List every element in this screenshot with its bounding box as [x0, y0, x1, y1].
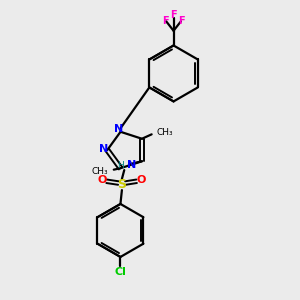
Text: N: N: [114, 124, 124, 134]
Text: CH₃: CH₃: [92, 167, 109, 176]
Text: S: S: [117, 178, 126, 191]
Text: O: O: [137, 175, 146, 185]
Text: F: F: [162, 16, 169, 26]
Text: F: F: [170, 11, 177, 20]
Text: F: F: [178, 16, 185, 26]
Text: H: H: [118, 161, 124, 170]
Text: N: N: [127, 160, 136, 170]
Text: O: O: [97, 175, 106, 185]
Text: N: N: [99, 144, 108, 154]
Text: Cl: Cl: [115, 267, 126, 277]
Text: CH₃: CH₃: [156, 128, 173, 137]
